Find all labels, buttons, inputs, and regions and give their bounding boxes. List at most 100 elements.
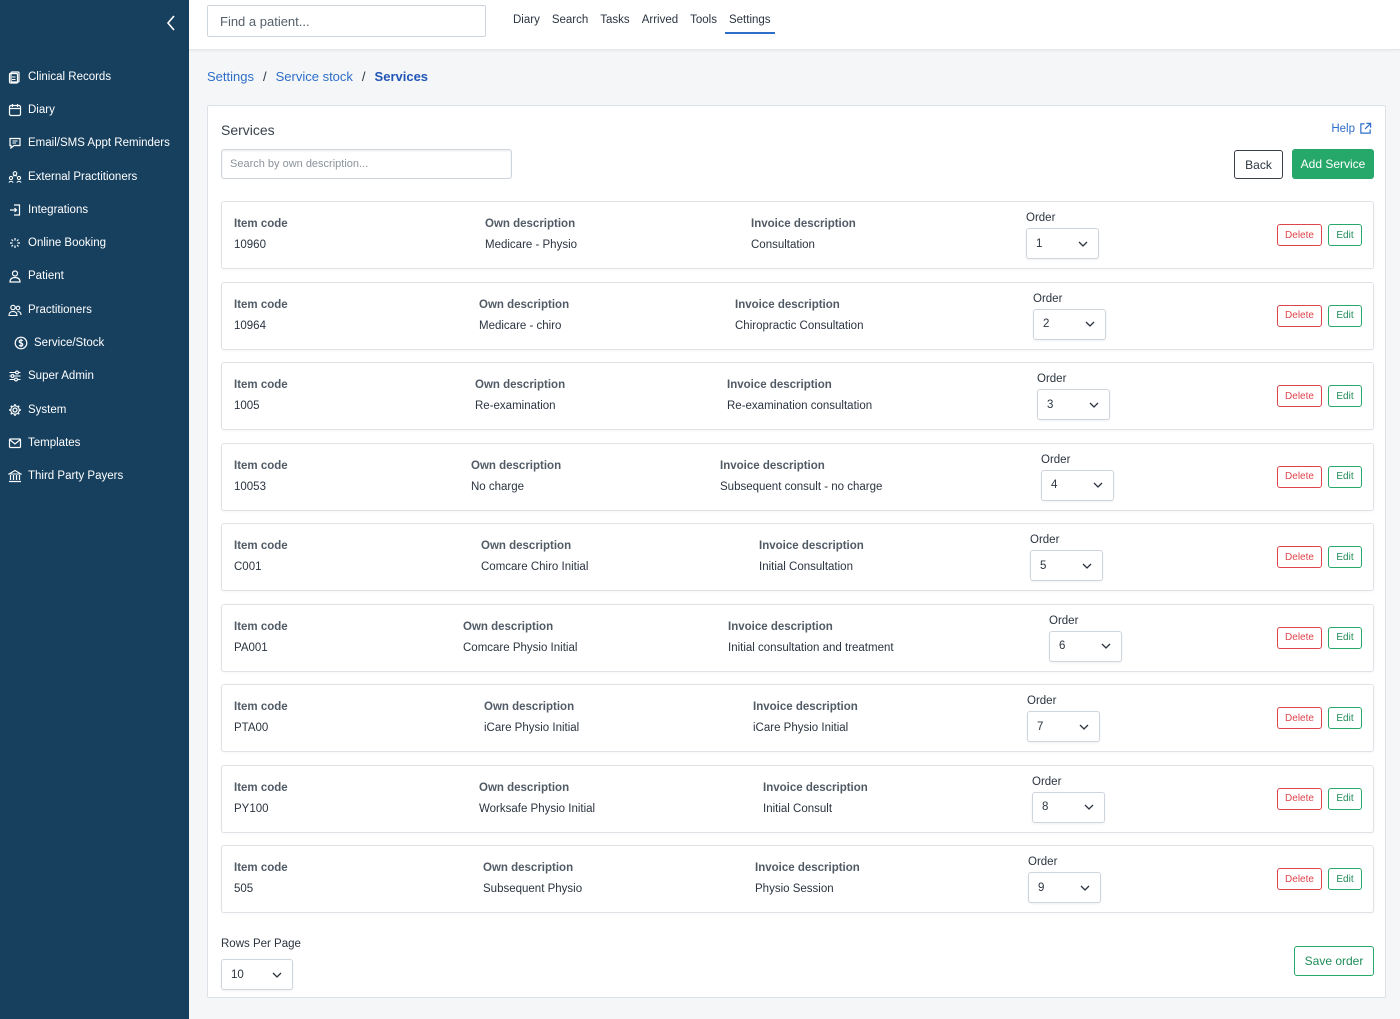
order-header: Order — [1028, 856, 1058, 868]
sidebar-item-super-admin[interactable]: Super Admin — [0, 360, 189, 393]
collapse-sidebar-button[interactable] — [162, 12, 180, 34]
item-code-header: Item code — [234, 701, 288, 713]
sidebar-item-label: Templates — [28, 436, 81, 449]
envelope-icon — [8, 436, 22, 450]
search-description-input[interactable] — [221, 149, 512, 179]
sidebar-item-patient[interactable]: Patient — [0, 260, 189, 293]
save-order-button[interactable]: Save order — [1294, 946, 1374, 976]
edit-button[interactable]: Edit — [1328, 385, 1362, 407]
delete-button[interactable]: Delete — [1277, 626, 1322, 649]
service-row: Item code PY100 Own description Worksafe Ph… — [221, 764, 1374, 833]
top-nav-diary[interactable]: Diary — [513, 14, 540, 26]
panel-title: Services — [221, 122, 275, 138]
top-nav-search[interactable]: Search — [551, 14, 589, 26]
edit-button[interactable]: Edit — [1328, 546, 1362, 568]
order-select[interactable]: 1 — [1026, 228, 1099, 259]
bank-icon — [8, 469, 22, 483]
sidebar-item-diary[interactable]: Diary — [0, 93, 189, 126]
own-description-field: Own description Subsequent Physio — [483, 862, 582, 895]
delete-button[interactable]: Delete — [1277, 304, 1322, 327]
find-patient-input[interactable] — [207, 5, 486, 37]
item-code-field: Item code PY100 — [234, 782, 288, 815]
edit-button[interactable]: Edit — [1328, 224, 1362, 246]
invoice-description-field: Invoice description Initial Consult — [763, 782, 868, 815]
delete-button[interactable]: Delete — [1277, 707, 1322, 729]
login-icon — [8, 203, 22, 217]
order-select[interactable]: 5 — [1030, 550, 1103, 581]
delete-button[interactable]: Delete — [1277, 224, 1322, 246]
top-nav-arrived[interactable]: Arrived — [641, 14, 679, 26]
calendar-icon — [8, 103, 22, 117]
own-description-field: Own description iCare Physio Initial — [484, 701, 579, 734]
top-nav-tasks[interactable]: Tasks — [600, 14, 630, 26]
own-description-field: Own description Medicare - chiro — [479, 299, 569, 332]
sidebar-item-service-stock[interactable]: Service/Stock — [0, 326, 189, 359]
sidebar-item-integrations[interactable]: Integrations — [0, 193, 189, 226]
delete-button[interactable]: Delete — [1277, 465, 1322, 488]
edit-button[interactable]: Edit — [1328, 465, 1362, 488]
service-row: Item code 1005 Own description Re-examinati… — [221, 362, 1374, 430]
sidebar-item-online-booking[interactable]: Online Booking — [0, 226, 189, 259]
edit-button[interactable]: Edit — [1328, 707, 1362, 729]
invoice-description-field: Invoice description Initial consultation … — [728, 621, 894, 654]
sidebar-item-email-sms-appt-reminders[interactable]: Email/SMS Appt Reminders — [0, 127, 189, 160]
service-row: Item code C001 Own description Comcare Chir… — [221, 523, 1374, 591]
add-service-button[interactable]: Add Service — [1292, 149, 1374, 179]
rows-per-page-select[interactable]: 10 — [221, 959, 293, 990]
breadcrumb-settings[interactable]: Settings — [207, 69, 254, 84]
edit-button[interactable]: Edit — [1328, 787, 1362, 810]
own-description-field: Own description Re-examination — [475, 379, 565, 412]
order-select[interactable]: 7 — [1027, 711, 1100, 742]
order-value: 9 — [1038, 881, 1045, 894]
item-code-field: Item code 10964 — [234, 299, 288, 332]
delete-button[interactable]: Delete — [1277, 385, 1322, 407]
edit-button[interactable]: Edit — [1328, 304, 1362, 327]
service-row: Item code 505 Own description Subsequent Ph… — [221, 845, 1374, 913]
delete-button[interactable]: Delete — [1277, 868, 1322, 890]
sidebar-item-clinical-records[interactable]: Clinical Records — [0, 60, 189, 93]
order-select[interactable]: 6 — [1049, 630, 1122, 662]
item-code-header: Item code — [234, 459, 288, 472]
order-select[interactable]: 3 — [1037, 389, 1110, 420]
order-select[interactable]: 4 — [1041, 469, 1114, 501]
chevron-down-icon — [1084, 804, 1094, 810]
invoice-description-header: Invoice description — [735, 298, 840, 311]
invoice-description-value: Physio Session — [755, 883, 834, 895]
sidebar-item-external-practitioners[interactable]: External Practitioners — [0, 160, 189, 193]
order-select[interactable]: 9 — [1028, 872, 1101, 903]
sidebar-item-templates[interactable]: Templates — [0, 426, 189, 459]
sidebar-item-third-party-payers[interactable]: Third Party Payers — [0, 460, 189, 493]
own-description-header: Own description — [471, 459, 562, 472]
sidebar-item-label: External Practitioners — [28, 170, 138, 183]
own-description-value: Medicare - chiro — [479, 319, 562, 332]
chat-icon — [8, 136, 22, 150]
edit-button[interactable]: Edit — [1328, 868, 1362, 890]
delete-button[interactable]: Delete — [1277, 787, 1322, 810]
invoice-description-value: Initial consultation and treatment — [728, 641, 894, 654]
sidebar-item-system[interactable]: System — [0, 393, 189, 426]
item-code-header: Item code — [234, 620, 288, 633]
rows-per-page-value: 10 — [231, 968, 244, 981]
chevron-down-icon — [1082, 563, 1092, 569]
breadcrumb-service-stock[interactable]: Service stock — [275, 69, 353, 84]
own-description-value: No charge — [471, 480, 525, 493]
item-code-header: Item code — [234, 862, 288, 874]
invoice-description-header: Invoice description — [727, 379, 832, 391]
help-link[interactable]: Help — [1331, 122, 1372, 135]
order-select[interactable]: 2 — [1033, 308, 1106, 340]
top-nav-tools[interactable]: Tools — [690, 14, 717, 26]
own-description-header: Own description — [479, 781, 570, 794]
own-description-value: Re-examination — [475, 400, 556, 412]
back-button[interactable]: Back — [1234, 150, 1283, 179]
delete-button[interactable]: Delete — [1277, 546, 1322, 568]
invoice-description-value: Consultation — [751, 239, 815, 251]
order-select[interactable]: 8 — [1032, 791, 1105, 823]
sidebar-item-practitioners[interactable]: Practitioners — [0, 293, 189, 326]
item-code-field: Item code 10053 — [234, 460, 288, 493]
top-nav-settings[interactable]: Settings — [723, 5, 777, 35]
sidebar-item-label: Integrations — [28, 203, 89, 216]
edit-button[interactable]: Edit — [1328, 626, 1362, 649]
item-code-field: Item code 505 — [234, 862, 288, 895]
item-code-header: Item code — [234, 218, 288, 230]
order-header: Order — [1026, 212, 1056, 224]
